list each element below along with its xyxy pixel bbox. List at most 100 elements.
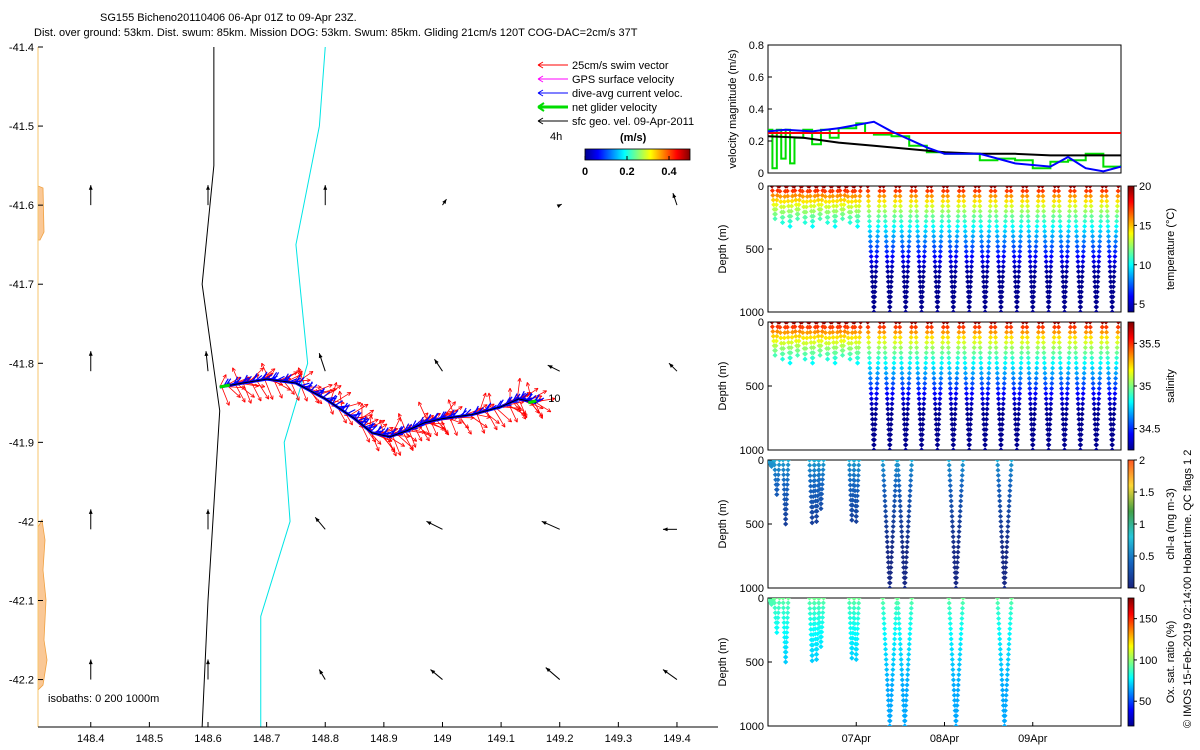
map-xtick-label: 148.8 <box>311 733 339 745</box>
swim-vector <box>414 427 423 442</box>
chla-colorbar-tick-label: 1 <box>1139 519 1145 531</box>
chla-colorbar-label: chl-a (mg m-3) <box>1165 488 1177 560</box>
isobath-200m <box>201 47 221 727</box>
oxygen-ytick-label: 1000 <box>740 721 764 733</box>
map-xtick-label: 149.3 <box>605 733 633 745</box>
geo-vector <box>314 517 326 530</box>
legend-4h-label: 4h <box>550 131 562 143</box>
geo-vector <box>430 669 443 680</box>
swim-vector <box>293 370 303 383</box>
velocity-ytick-label: 0.2 <box>749 136 764 148</box>
swim-vector <box>440 418 449 435</box>
swim-vector <box>518 398 528 419</box>
geo-vector <box>206 185 210 206</box>
map-legend: 25cm/s swim vector GPS surface velocity … <box>537 60 694 178</box>
swim-vector <box>512 401 527 420</box>
swim-vector <box>536 402 552 413</box>
map-xtick-label: 149.2 <box>546 733 574 745</box>
swim-vector <box>332 392 352 405</box>
geo-vector <box>88 659 93 680</box>
chla-colorbar-tick-label: 2 <box>1139 455 1145 467</box>
speed-colorbar-tick-label: 0 <box>582 166 588 178</box>
legend-swim-arrow-icon <box>537 61 544 69</box>
map-ytick-label: -41.7 <box>9 279 34 291</box>
profile-panel-oxygen: 0 500 1000 Depth (m) 50 100 150 Ox. sat. ratio … <box>717 593 1177 745</box>
velocity-ytick-label: 0.4 <box>749 104 764 116</box>
geo-vector <box>547 364 560 372</box>
swim-vector <box>469 414 488 429</box>
swim-vector <box>449 417 458 436</box>
salinity-colorbar-label: salinity <box>1165 369 1177 403</box>
salinity-ytick-label: 1000 <box>740 445 764 457</box>
oxygen-ytick-label: 500 <box>746 657 764 669</box>
map-xtick-label: 148.7 <box>253 733 281 745</box>
legend-dac-label: dive-avg current veloc. <box>572 88 683 100</box>
salinity-profile-points <box>769 322 1121 450</box>
swim-vector <box>273 379 283 399</box>
swim-vector <box>250 381 262 402</box>
legend-gps-label: GPS surface velocity <box>572 74 675 86</box>
geo-vector <box>434 358 443 372</box>
swim-vector <box>404 431 418 442</box>
oxygen-colorbar-tick-label: 100 <box>1139 655 1157 667</box>
date-xtick-label: 09Apr <box>1018 733 1048 745</box>
swim-vector <box>430 421 438 437</box>
temperature-colorbar <box>1127 185 1135 313</box>
swim-vector <box>483 411 500 424</box>
swim-vector <box>283 381 295 395</box>
velocity-ytick-label: 0.8 <box>749 40 764 52</box>
swim-vector <box>508 403 518 423</box>
map-ytick-label: -42.1 <box>9 595 34 607</box>
geo-vector <box>662 669 678 680</box>
geo-vector <box>318 353 326 372</box>
swim-vector <box>407 430 430 436</box>
swim-vector <box>418 424 430 442</box>
geo-vector <box>672 192 678 206</box>
legend-dac-arrow-icon <box>537 89 544 97</box>
salinity-colorbar-tick-label: 34.5 <box>1139 424 1160 436</box>
speed-colorbar-ticks: 0 0.2 0.4 <box>582 156 678 178</box>
map-xtick-label: 149 <box>433 733 451 745</box>
swim-vector <box>378 419 385 436</box>
track-end-label: 10 <box>548 393 560 405</box>
geo-vector <box>204 351 209 372</box>
swim-vector <box>487 392 492 410</box>
profile-panel-chla: 0 500 1000 Depth (m) 0 0.5 1 1.5 2 chl-a (mg m-3) <box>717 455 1177 595</box>
swim-vector <box>397 413 407 432</box>
swim-vector <box>418 401 429 423</box>
date-xtick-label: 07Apr <box>842 733 872 745</box>
net-velocity-start <box>219 383 231 389</box>
velocity-sfc-series <box>768 135 1121 157</box>
chla-colorbar-tick-label: 0.5 <box>1139 551 1154 563</box>
swim-vector <box>227 385 241 398</box>
map-ytick-label: -42 <box>18 516 34 528</box>
map-ticks: 148.4 148.5 148.6 148.7 148.8 148.9 149 149.1 14… <box>9 42 691 745</box>
chla-ylabel: Depth (m) <box>717 500 729 549</box>
chla-axes-box <box>767 459 1122 589</box>
swim-vector <box>235 384 246 403</box>
legend-swim-label: 25cm/s swim vector <box>572 60 669 72</box>
swim-vector <box>370 431 380 452</box>
land-lower <box>38 518 48 691</box>
map-xtick-label: 148.5 <box>136 733 164 745</box>
map-xtick-label: 149.1 <box>487 733 515 745</box>
salinity-colorbar-tick-label: 35.5 <box>1139 338 1160 350</box>
track-line <box>219 378 537 438</box>
swim-vector <box>476 413 486 434</box>
geo-vector <box>206 509 210 530</box>
salinity-ylabel: Depth (m) <box>717 362 729 411</box>
salinity-colorbar <box>1127 321 1135 451</box>
swim-vector <box>264 379 274 400</box>
chla-profile-points <box>768 460 1015 588</box>
oxygen-ylabel: Depth (m) <box>717 638 729 687</box>
speed-colorbar <box>584 148 691 161</box>
swim-vector <box>256 380 270 400</box>
swim-vector <box>221 386 230 406</box>
velocity-panel: 0 0.2 0.4 0.6 0.8 velocity magnitude (m/s) <box>727 40 1122 180</box>
oxygen-profile-points <box>768 598 1015 726</box>
swim-vector <box>388 436 405 447</box>
swim-vector <box>363 418 379 427</box>
swim-vector <box>242 382 252 404</box>
geo-vector <box>442 198 447 206</box>
legend-net-label: net glider velocity <box>572 102 657 114</box>
